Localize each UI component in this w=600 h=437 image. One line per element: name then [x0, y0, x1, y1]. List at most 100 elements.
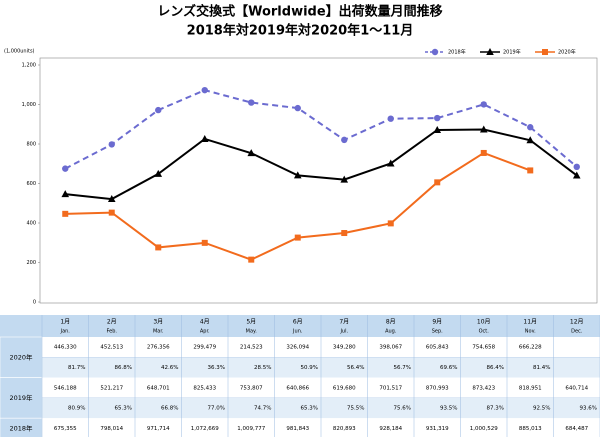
- marker: [527, 124, 534, 131]
- row-label-bg: [0, 336, 43, 378]
- marker: [201, 86, 208, 94]
- cell-ratio: 42.6%: [161, 365, 178, 371]
- cell-value: 546,188: [54, 385, 77, 391]
- cell-value: 666,228: [519, 345, 542, 351]
- cell-ratio: 92.5%: [533, 406, 550, 412]
- cell-ratio: 86.8%: [115, 365, 132, 371]
- marker: [247, 149, 256, 157]
- marker: [155, 244, 162, 251]
- marker: [341, 230, 348, 237]
- marker: [479, 125, 488, 133]
- cell-ratio: 66.8%: [161, 406, 178, 412]
- column-month-en: Jun.: [292, 329, 303, 335]
- marker: [433, 125, 442, 133]
- cell-value: 825,433: [193, 385, 216, 391]
- cell-ratio: 69.6%: [440, 365, 457, 371]
- series-line: [65, 151, 531, 261]
- cell-ratio: 81.7%: [68, 365, 85, 371]
- legend-marker: [486, 48, 494, 55]
- cell-ratio: 86.4%: [487, 365, 504, 371]
- column-month-en: Jul.: [339, 329, 348, 335]
- column-month: 12月: [570, 319, 584, 326]
- cell-ratio: 75.5%: [347, 406, 364, 412]
- cell-ratio: 80.9%: [68, 406, 85, 412]
- cell-value: 981,843: [286, 426, 309, 432]
- marker: [294, 234, 301, 241]
- marker: [201, 239, 208, 246]
- marker: [340, 175, 349, 183]
- column-month: 11月: [523, 319, 537, 326]
- column-month-en: Jan.: [60, 329, 71, 335]
- legend-label: 2020年: [558, 49, 576, 56]
- marker: [248, 99, 255, 106]
- cell-value: 684,487: [565, 426, 588, 432]
- marker: [434, 114, 441, 122]
- cell-value: 398,067: [379, 345, 402, 351]
- cell-value: 446,330: [54, 345, 77, 351]
- marker: [387, 115, 394, 122]
- y-tick-label: 400: [26, 221, 36, 227]
- series-line: [64, 89, 578, 170]
- cell-value: 818,951: [519, 385, 542, 391]
- marker: [154, 169, 163, 177]
- column-month: 6月: [293, 319, 303, 326]
- marker: [573, 163, 580, 171]
- row-label: 2020年: [9, 352, 33, 361]
- cell-value: 931,319: [426, 426, 449, 432]
- chart-subtitle: 2018年対2019年対2020年1～11月: [187, 23, 414, 39]
- marker: [62, 165, 69, 172]
- y-tick-label: 200: [26, 260, 36, 266]
- cell-value: 753,807: [240, 385, 263, 391]
- cell-value: 798,014: [100, 426, 123, 432]
- column-month-en: Mar.: [153, 329, 164, 335]
- marker: [108, 141, 115, 148]
- marker: [341, 136, 348, 144]
- column-month-en: Aug.: [385, 329, 397, 335]
- column-month: 9月: [432, 319, 442, 326]
- column-month: 3月: [153, 319, 163, 326]
- y-tick-label: 1,000: [22, 102, 36, 108]
- cell-ratio: 87.3%: [487, 406, 504, 412]
- marker: [387, 220, 394, 227]
- cell-ratio: 93.6%: [580, 406, 597, 412]
- y-tick-label: 800: [26, 142, 36, 148]
- cell-ratio: 28.5%: [254, 365, 271, 371]
- cell-value: 521,217: [100, 385, 123, 391]
- column-month-en: May.: [246, 329, 258, 335]
- column-month-en: Dec.: [571, 329, 583, 335]
- cell-value: 605,843: [426, 345, 449, 351]
- cell-value: 276,356: [147, 345, 170, 351]
- cell-ratio: 65.3%: [115, 406, 132, 412]
- cell-value: 349,280: [333, 345, 356, 351]
- column-month: 8月: [386, 319, 396, 326]
- cell-value: 675,355: [54, 426, 77, 432]
- cell-ratio: 93.5%: [440, 406, 457, 412]
- marker: [527, 167, 534, 174]
- cell-value: 971,714: [147, 426, 170, 432]
- legend-marker: [431, 48, 439, 56]
- cell-value: 619,680: [333, 385, 356, 391]
- column-month: 7月: [339, 319, 349, 326]
- legend-label: 2018年: [448, 49, 466, 56]
- marker: [386, 159, 395, 167]
- column-month-en: Apr.: [200, 329, 210, 335]
- cell-value: 299,479: [193, 345, 216, 351]
- marker: [155, 106, 162, 114]
- column-month-en: Oct.: [479, 329, 490, 335]
- marker: [294, 104, 301, 112]
- chart-title: レンズ交換式【Worldwide】出荷数量月間推移: [157, 4, 442, 20]
- cell-value: 1,072,669: [191, 426, 219, 432]
- marker: [480, 149, 487, 156]
- cell-value: 648,701: [147, 385, 170, 391]
- cell-value: 326,094: [286, 345, 309, 351]
- marker: [248, 256, 255, 263]
- marker: [293, 171, 302, 179]
- cell-value: 1,000,529: [470, 426, 498, 432]
- column-month: 5月: [246, 319, 256, 326]
- column-month-en: Sep.: [432, 329, 443, 335]
- column-month-en: Feb.: [107, 329, 118, 335]
- column-month: 1月: [60, 319, 70, 326]
- row-label: 2019年: [9, 393, 33, 402]
- cell-value: 214,523: [240, 345, 263, 351]
- column-month: 10月: [477, 319, 491, 326]
